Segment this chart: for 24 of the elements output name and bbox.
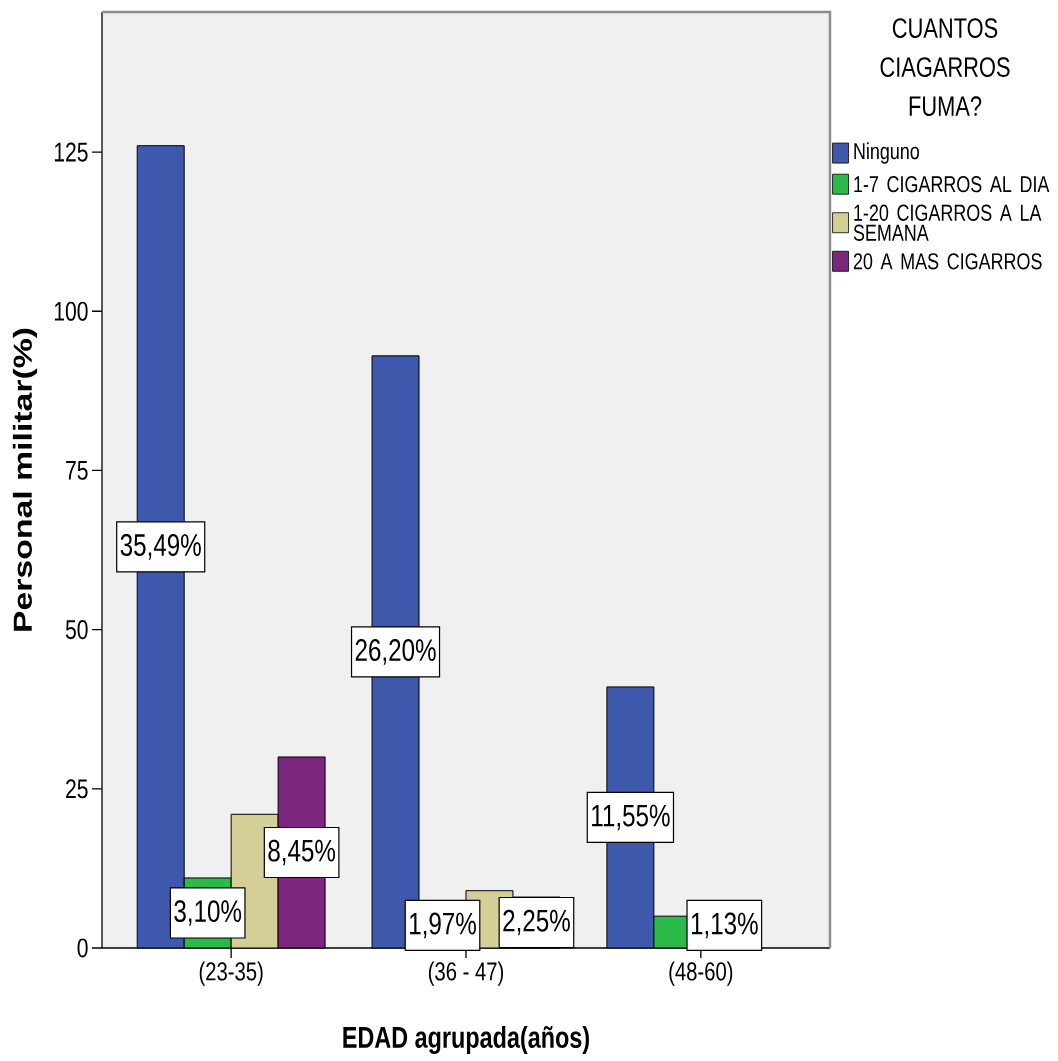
y-tick-label: 50: [65, 620, 88, 640]
y-tick-label: 75: [66, 461, 88, 480]
legend-label: Ninguno: [854, 142, 920, 164]
x-tick-label: (23-35): [199, 961, 263, 986]
y-tick-label: 100: [54, 301, 88, 321]
annotation: 3,10%: [174, 900, 242, 926]
annotation: 1,97%: [410, 912, 476, 939]
legend-label: 1-7 CIGARROS AL DIA: [854, 176, 1050, 193]
x-axis-title: EDAD agrupada(años): [343, 1025, 589, 1055]
y-tick-label: 0: [77, 938, 88, 958]
annotation: 2,25%: [503, 909, 570, 936]
x-tick-label: (48-60): [669, 961, 733, 986]
annotation: 26,20%: [355, 639, 436, 665]
annotation: 35,49%: [120, 534, 201, 560]
annotation: 11,55%: [592, 804, 670, 831]
y-tick-label: 125: [54, 142, 88, 162]
y-tick-label: 25: [66, 779, 88, 799]
annotation: 1,13%: [691, 912, 758, 939]
y-axis-title: Personal militar(%): [12, 328, 38, 631]
legend-title: CUANTOS CIAGARROS FUMA?: [880, 18, 1010, 117]
legend-label: 1-20 CIGARROS A LA SEMANA: [853, 204, 1042, 241]
legend-label: 20 A MAS CIGARROS: [853, 253, 1042, 270]
x-tick-label: (36 - 47): [428, 961, 504, 986]
annotation: 8,45%: [268, 839, 336, 866]
